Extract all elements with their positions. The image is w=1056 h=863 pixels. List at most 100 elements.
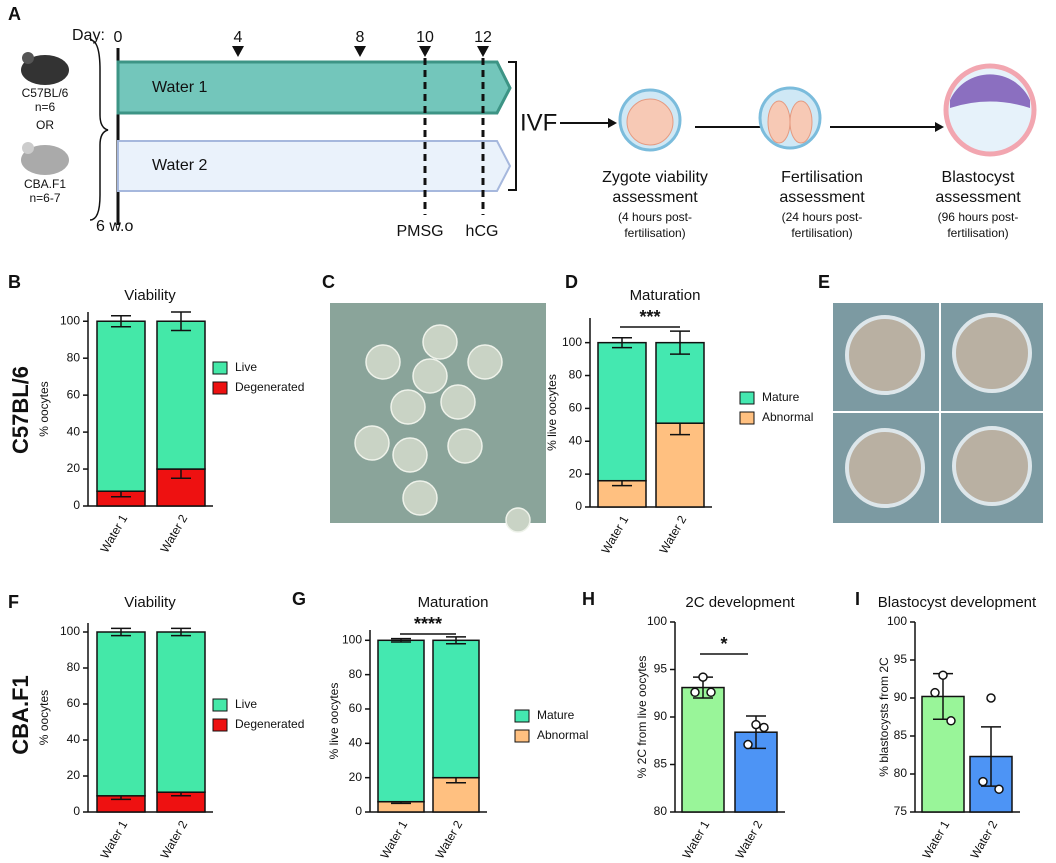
y-tick-label: 95 bbox=[654, 662, 668, 676]
y-tick-label: 80 bbox=[569, 368, 583, 382]
error-bar bbox=[171, 311, 191, 332]
data-point bbox=[698, 672, 708, 682]
y-tick-label: 0 bbox=[73, 804, 80, 818]
data-point bbox=[946, 716, 956, 726]
bracket bbox=[508, 61, 517, 191]
n: n=6 bbox=[35, 100, 56, 114]
pmsg-label: PMSG bbox=[396, 223, 443, 240]
brace bbox=[89, 39, 109, 221]
oocyte-group bbox=[354, 324, 531, 533]
error-bar bbox=[612, 336, 632, 349]
x-tick-label: Water 2 bbox=[656, 513, 689, 556]
arrowhead bbox=[608, 118, 617, 128]
stage-title: Zygote viability bbox=[602, 169, 708, 186]
stage-note: (4 hours post- bbox=[618, 210, 692, 224]
cell bbox=[789, 100, 813, 144]
error-bar bbox=[111, 314, 131, 328]
x-tick-label: Water 1 bbox=[598, 513, 631, 556]
mouse-grey bbox=[21, 145, 69, 175]
stage-note: fertilisation) bbox=[947, 226, 1008, 240]
data-point bbox=[994, 784, 1004, 794]
panel-label: A bbox=[8, 4, 21, 24]
schematic: A Day: 0 4 8 10 12 Water 1 Water 2 PMSG … bbox=[8, 4, 1037, 240]
mouse-ear bbox=[22, 142, 34, 154]
chart-title: Maturation bbox=[418, 594, 489, 611]
legend-swatch bbox=[514, 709, 530, 723]
legend-label: Mature bbox=[762, 390, 800, 404]
error-bar bbox=[391, 637, 411, 643]
chart-title: Viability bbox=[124, 287, 176, 304]
group-label: Water 2 bbox=[152, 157, 208, 174]
significance-label: *** bbox=[639, 307, 660, 327]
panel-label: D bbox=[565, 272, 578, 292]
legend-swatch bbox=[212, 361, 228, 375]
legend-swatch bbox=[739, 391, 755, 405]
y-tick-label: 60 bbox=[67, 696, 81, 710]
data-point bbox=[751, 719, 761, 730]
zygote-inner bbox=[626, 98, 674, 146]
bar-segment bbox=[655, 422, 705, 508]
arrowhead bbox=[935, 122, 944, 132]
panel-label: H bbox=[582, 589, 595, 609]
data-point bbox=[930, 687, 940, 698]
x-tick-label: Water 1 bbox=[97, 512, 130, 555]
y-tick-label: 100 bbox=[887, 614, 907, 628]
chart-title: 2C development bbox=[685, 594, 795, 611]
error-bar bbox=[446, 636, 466, 645]
data-point bbox=[743, 739, 753, 750]
row-label: C57BL/6 bbox=[8, 366, 33, 454]
stage-note: fertilisation) bbox=[624, 226, 685, 240]
x-tick-label: Water 1 bbox=[97, 818, 130, 861]
legend-label: Live bbox=[235, 697, 257, 711]
water2-arrow bbox=[117, 140, 512, 192]
data-point bbox=[706, 687, 716, 698]
bar-segment bbox=[96, 631, 146, 797]
y-tick-label: 0 bbox=[73, 498, 80, 512]
day: 4 bbox=[234, 29, 243, 46]
y-tick-label: 90 bbox=[654, 709, 668, 723]
y-axis-label: % live oocytes bbox=[545, 374, 559, 451]
y-tick-label: 40 bbox=[67, 424, 81, 438]
y-tick-label: 20 bbox=[349, 770, 363, 784]
stage-title: Fertilisation bbox=[781, 169, 863, 186]
day: 8 bbox=[356, 29, 365, 46]
strain: C57BL/6 bbox=[22, 86, 69, 100]
y-tick-label: 20 bbox=[67, 461, 81, 475]
legend-swatch bbox=[212, 698, 228, 712]
bar-segment bbox=[597, 341, 647, 482]
y-axis-label: % live oocytes bbox=[327, 683, 341, 760]
data-point bbox=[986, 693, 996, 703]
y-tick-label: 95 bbox=[894, 652, 908, 666]
x-tick-label: Water 2 bbox=[732, 818, 765, 861]
data-point bbox=[759, 722, 769, 733]
significance-label: **** bbox=[414, 614, 442, 634]
legend-swatch bbox=[212, 381, 228, 395]
y-axis-label: % blastocysts from 2C bbox=[877, 657, 891, 777]
water1-arrow bbox=[116, 60, 512, 115]
bar-segment bbox=[432, 639, 480, 779]
panel-label: B bbox=[8, 272, 21, 292]
n: n=6-7 bbox=[29, 191, 60, 205]
bar-segment bbox=[156, 320, 206, 470]
stage-note: fertilisation) bbox=[791, 226, 852, 240]
group-label: Water 1 bbox=[152, 79, 208, 96]
legend-label: Mature bbox=[537, 708, 575, 722]
x-tick-label: Water 2 bbox=[157, 818, 190, 861]
stage-title: assessment bbox=[779, 189, 865, 206]
y-tick-label: 80 bbox=[67, 350, 81, 364]
y-tick-label: 80 bbox=[349, 667, 363, 681]
legend-label: Abnormal bbox=[762, 410, 813, 424]
age-label: 6 w.o bbox=[96, 218, 133, 235]
x-tick-label: Water 1 bbox=[679, 818, 712, 861]
legend-swatch bbox=[739, 411, 755, 425]
y-tick-label: 75 bbox=[894, 804, 908, 818]
strain: CBA.F1 bbox=[24, 177, 66, 191]
day-label: Day: bbox=[72, 27, 105, 44]
y-tick-label: 100 bbox=[647, 614, 667, 628]
error-bar bbox=[171, 627, 191, 637]
x-tick-label: Water 2 bbox=[967, 818, 1000, 861]
legend-swatch bbox=[514, 729, 530, 743]
stage-title: Blastocyst bbox=[942, 169, 1015, 186]
mouse-ear bbox=[22, 52, 34, 64]
